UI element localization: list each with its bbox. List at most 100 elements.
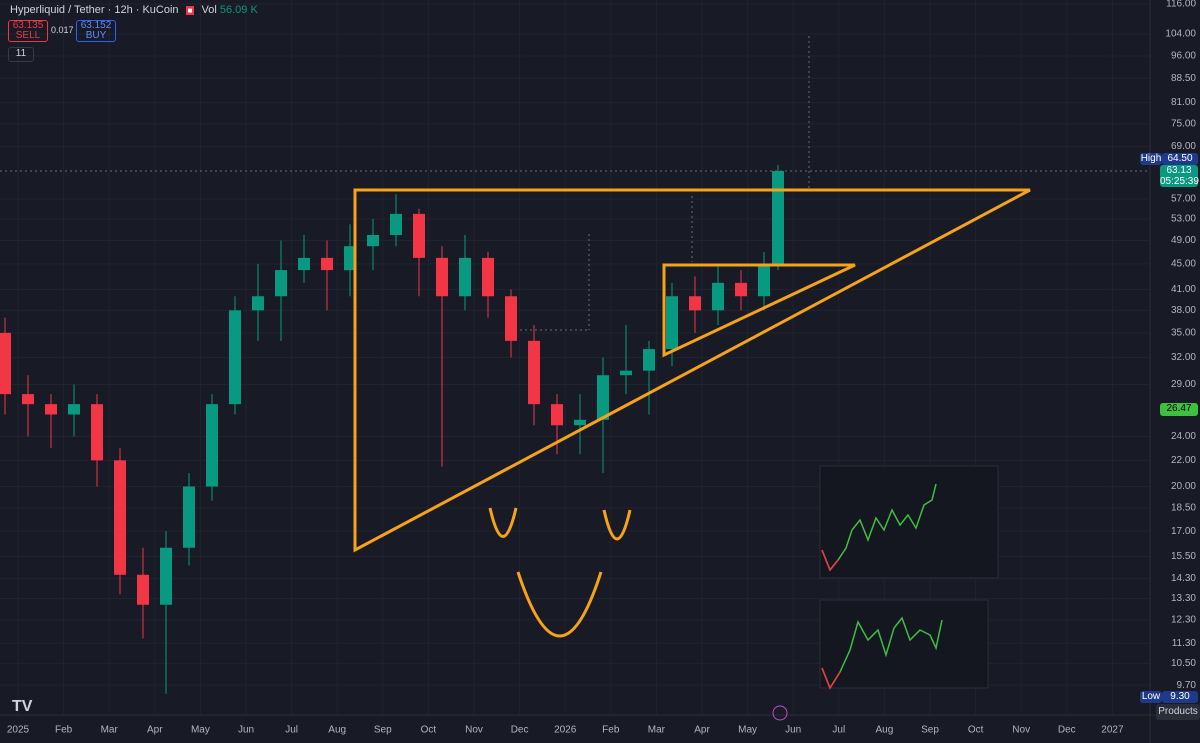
y-tick-label: 22.00 [1171, 455, 1196, 466]
guide-lines [0, 36, 1150, 331]
candle-body [298, 257, 310, 271]
inset-frame [819, 465, 999, 579]
last-price-box: 63.13 05:25:39 [1160, 165, 1199, 187]
y-tick-label: 104.00 [1165, 29, 1196, 40]
y-tick-label: 20.00 [1171, 481, 1196, 492]
candle-body [689, 296, 701, 311]
x-tick-label: Sep [921, 725, 939, 736]
candle-body [183, 486, 195, 548]
inset-line [821, 483, 937, 572]
y-tick-label: 81.00 [1171, 97, 1196, 108]
small-triangle [662, 263, 856, 358]
x-tick-label: Jun [785, 725, 801, 736]
low-value: 9.30 [1162, 691, 1198, 703]
x-tick-label: Nov [465, 725, 483, 736]
candle-body [390, 213, 402, 235]
drawings [353, 188, 1031, 638]
low-label: Low [1140, 691, 1162, 703]
sell-button[interactable]: 63.135 SELL [8, 20, 48, 42]
candle-body [666, 296, 678, 350]
x-tick-label: 2027 [1101, 725, 1124, 736]
candle-body [252, 296, 264, 311]
candle-body [114, 460, 126, 575]
y-tick-label: 49.00 [1171, 235, 1196, 246]
y-tick-label: 15.50 [1171, 551, 1196, 562]
candle-body [0, 332, 11, 395]
large-triangle [353, 188, 1031, 553]
y-tick-label: 14.30 [1171, 573, 1196, 584]
flag-icon: ■ [185, 6, 195, 15]
candle-body [436, 257, 448, 297]
candle-body [344, 246, 356, 271]
indicators-toggle[interactable]: 11 [8, 47, 34, 62]
x-tick-label: Jul [832, 725, 845, 736]
x-tick-label: Jul [285, 725, 298, 736]
right-shoulder [602, 509, 632, 541]
x-tick-label: Aug [876, 725, 894, 736]
y-tick-label: 116.00 [1166, 0, 1196, 10]
candle-body [22, 394, 34, 405]
y-tick-label: 13.30 [1171, 593, 1196, 604]
candle-body [735, 282, 747, 297]
inset-line [821, 549, 839, 572]
candle-body [712, 282, 724, 311]
y-tick-label: 10.50 [1171, 658, 1196, 669]
x-tick-label: Oct [968, 725, 984, 736]
candle-body [137, 574, 149, 605]
inset-line [821, 616, 943, 690]
y-tick-label: 41.00 [1171, 284, 1196, 295]
candle-body [68, 404, 80, 415]
high-label: High [1140, 153, 1162, 165]
sell-price: 63.135 [12, 20, 44, 31]
symbol-title: Hyperliquid / Tether · 12h · KuCoin ■ Vo… [10, 4, 258, 16]
y-tick-label: 24.00 [1171, 431, 1196, 442]
candle-body [459, 257, 471, 297]
x-tick-label: Mar [648, 725, 666, 736]
candle-body [160, 547, 172, 605]
inset-chart [819, 465, 999, 690]
x-tick-label: Nov [1012, 725, 1030, 736]
y-tick-label: 53.00 [1171, 214, 1196, 225]
y-tick-label: 45.00 [1171, 259, 1196, 270]
buy-button[interactable]: 63.152 BUY [76, 20, 116, 42]
inset-frame [819, 599, 989, 689]
y-tick-label: 57.00 [1171, 194, 1196, 205]
logo: TV [12, 698, 33, 715]
y-tick-label: 9.70 [1177, 680, 1197, 691]
y-tick-label: 17.00 [1171, 526, 1196, 537]
x-tick-label: Mar [101, 725, 119, 736]
y-tick-label: 29.00 [1171, 379, 1196, 390]
candle-body [229, 310, 241, 405]
y-tick-label: 18.50 [1171, 503, 1196, 514]
candle-body [528, 340, 540, 405]
y-tick-label: 69.00 [1171, 141, 1196, 152]
x-tick-label: Feb [602, 725, 620, 736]
candle-body [367, 234, 379, 247]
x-tick-label: Dec [511, 725, 529, 736]
candle-body [758, 263, 770, 297]
vol-label: Vol [201, 4, 217, 16]
x-tick-label: 2026 [554, 725, 577, 736]
products-button[interactable]: Products [1156, 704, 1200, 720]
candle-body [413, 213, 425, 258]
y-tick-label: 88.50 [1171, 73, 1196, 84]
candle-body [91, 404, 103, 461]
x-tick-label: Apr [694, 725, 710, 736]
candle-body [206, 404, 218, 487]
x-tick-label: Oct [421, 725, 437, 736]
flash-icon [772, 705, 788, 721]
candle-body [597, 375, 609, 420]
candle-body [45, 404, 57, 415]
high-value: 64.50 [1162, 153, 1198, 165]
x-tick-label: Jun [238, 725, 254, 736]
y-tick-label: 35.00 [1171, 328, 1196, 339]
x-tick-label: Aug [328, 725, 346, 736]
candle-body [643, 349, 655, 371]
candle-body [772, 170, 784, 264]
level-value: 26.47 [1160, 403, 1198, 416]
candles [0, 165, 784, 694]
y-tick-label: 38.00 [1171, 305, 1196, 316]
buy-label: BUY [85, 30, 107, 41]
